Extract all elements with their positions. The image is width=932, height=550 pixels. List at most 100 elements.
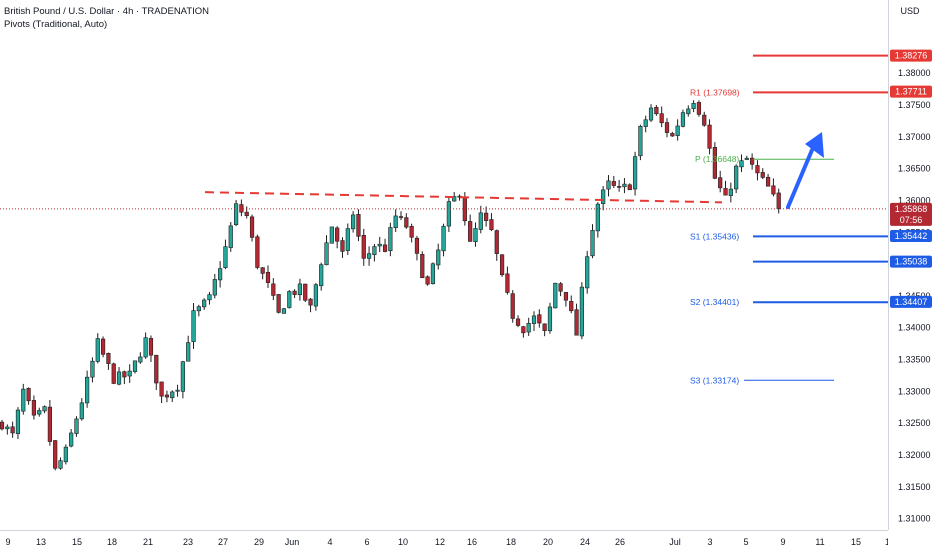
candle-up [739,160,744,168]
candle-up [526,323,531,333]
candle-up [281,308,287,314]
candle-up [691,103,696,109]
candle-up [69,432,74,447]
candle-down [664,122,670,133]
x-tick-label: 24 [580,537,590,547]
candle-up [531,315,537,324]
candle-down [617,186,622,188]
candle-up [95,338,100,362]
y-tick-label: 1.36500 [898,164,931,174]
candle-down [521,326,526,334]
y-tick-label: 1.37000 [898,132,931,142]
candle-down [670,133,675,137]
x-tick-label: 9 [5,537,10,547]
candle-up [675,125,680,136]
candle-up [393,215,398,228]
candle-up [579,286,584,337]
candle-up [553,282,558,309]
candle-up [632,156,638,190]
price-badge-value: 1.37711 [895,87,927,97]
x-axis: 9 13 15 18 21 23 27 29 Jun 4 6 10 12 16 18 20 24 26 Jul 3 5 9… [0,530,895,547]
candle-up [622,183,627,188]
candle-up [430,263,436,284]
x-tick-label: 26 [615,537,625,547]
candle-down [611,181,616,186]
candle-down [414,237,420,254]
candle-down [765,176,771,187]
pivot-label: S1 (1.35436) [690,231,739,241]
candle-up [446,201,451,227]
candle-up [585,256,590,289]
candle-up [180,361,185,392]
candle-up [351,214,356,230]
candle-up [297,283,303,296]
candle-up [452,196,457,202]
candle-up [436,249,441,266]
candle-up [680,112,686,127]
candle-up [138,356,143,363]
candle-down [462,196,467,222]
candle-down [627,184,632,191]
x-tick-label: 18 [107,537,117,547]
y-tick-label: 1.34000 [898,323,931,333]
overlays: R1 (1.37698) P (1.36648) S1 (1.35436) S2 (1… [0,54,888,385]
candle-down [260,267,265,274]
current-price-badge [890,202,932,226]
candle-down [489,219,494,230]
candle-down [723,188,728,196]
y-tick-label: 1.36000 [898,195,931,205]
price-badge [890,49,932,62]
candle-up [643,119,648,127]
candle-up [196,306,201,312]
candle-up [372,246,377,256]
candle-down [100,338,106,355]
bullish-arrow-head [805,132,824,158]
y-tick-label: 1.38000 [898,68,931,78]
candle-down [106,353,111,364]
price-badge [890,255,932,268]
candle-down [755,165,760,174]
x-tick-label: 16 [467,537,477,547]
x-tick-label: Jul [669,537,681,547]
x-tick-label: 6 [364,537,369,547]
candle-up [734,165,739,190]
y-axis: USD1.380001.375001.370001.365001.360001.… [888,0,932,550]
candle-up [223,246,228,268]
x-tick-label: 9 [780,537,785,547]
candle-down [148,338,154,356]
candle-up [212,279,217,296]
candle-up [388,227,393,252]
bar-countdown: 07:56 [900,215,923,225]
candle-down [26,388,31,402]
y-tick-label: 1.31000 [898,514,931,524]
x-tick-label: Jun [285,537,300,547]
x-tick-label: 23 [183,537,193,547]
candle-up [473,228,478,242]
x-tick-label: 18 [506,537,516,547]
pivot-label: R1 (1.37698) [690,87,740,97]
candle-down [340,240,345,252]
candle-up [728,188,733,196]
candle-down [750,157,755,165]
x-tick-label: 20 [543,537,553,547]
x-tick-label: 29 [254,537,264,547]
broken-resistance-trendline [204,191,723,204]
candle-down [409,225,414,238]
candle-up [606,180,611,190]
candle-up [42,406,47,412]
x-tick-label: 27 [218,537,228,547]
x-tick-label: 12 [435,537,445,547]
currency-label: USD [900,6,920,16]
candle-up [601,189,606,204]
indicator-label[interactable]: Pivots (Traditional, Auto) [4,19,108,30]
candle-down [10,426,15,434]
x-tick-label: 13 [36,537,46,547]
chart-title: British Pound / U.S. Dollar · 4h · TRADE… [4,6,210,17]
x-tick-label: 15 [851,537,861,547]
x-tick-label: 4 [327,537,332,547]
candle-down [122,371,127,378]
candle-down [255,236,260,268]
candle-down [271,283,276,296]
candle-up [319,264,324,287]
